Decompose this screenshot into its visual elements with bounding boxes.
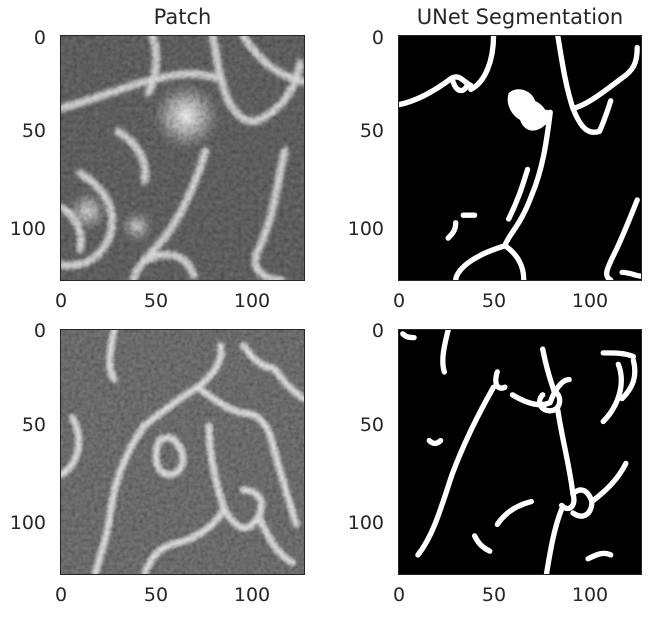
x-tick-0: 0 [392, 290, 406, 312]
x-tick-100: 100 [233, 584, 271, 606]
y-tick-0: 0 [33, 27, 46, 49]
y-tick-50: 50 [21, 120, 46, 142]
y-tick-100: 100 [347, 512, 384, 534]
x-tick-50: 50 [481, 584, 507, 606]
y-tick-0: 0 [33, 320, 46, 342]
y-tick-0: 0 [371, 27, 384, 49]
y-tick-50: 50 [21, 414, 46, 436]
segmentation-image-top [398, 35, 642, 281]
segmentation-image-bottom [398, 329, 642, 575]
y-tick-100: 100 [9, 218, 46, 240]
y-tick-50: 50 [359, 414, 384, 436]
patch-image-top [60, 35, 305, 281]
y-tick-0: 0 [371, 320, 384, 342]
patch-image-bottom [60, 329, 305, 575]
x-tick-100: 100 [571, 290, 609, 312]
segmentation-title: UNet Segmentation [416, 5, 624, 29]
x-tick-0: 0 [54, 584, 68, 606]
x-tick-0: 0 [54, 290, 68, 312]
y-tick-100: 100 [9, 512, 46, 534]
x-tick-100: 100 [571, 584, 609, 606]
y-tick-50: 50 [359, 120, 384, 142]
x-tick-50: 50 [481, 290, 507, 312]
x-tick-50: 50 [143, 584, 169, 606]
x-tick-50: 50 [143, 290, 169, 312]
y-tick-100: 100 [347, 218, 384, 240]
x-tick-100: 100 [233, 290, 271, 312]
x-tick-0: 0 [392, 584, 406, 606]
patch-title: Patch [153, 5, 212, 29]
